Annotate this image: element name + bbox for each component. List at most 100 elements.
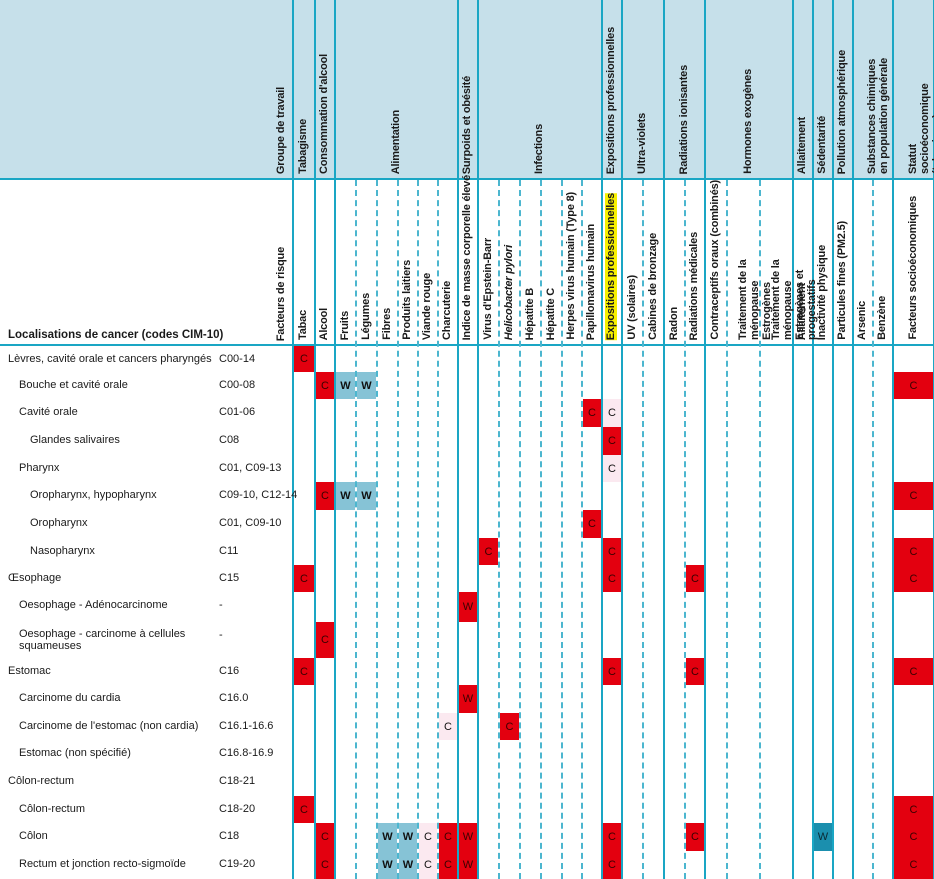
icd10-code: C00-08	[219, 379, 256, 391]
group-header-divider	[0, 178, 934, 180]
risk-cell: W	[459, 851, 477, 879]
factor-label: Charcuterie	[441, 281, 453, 340]
icd10-code: C16	[219, 665, 240, 677]
factor-label: Helicobacter pylori	[502, 244, 515, 340]
risk-cell: C	[686, 823, 704, 851]
cancer-location-label: Pharynx	[19, 462, 60, 474]
cancer-location-label: Oropharynx	[30, 517, 88, 529]
subcolumn-divider	[376, 180, 378, 879]
risk-cell: C	[603, 455, 621, 482]
risk-cell: C	[479, 538, 498, 565]
column-divider	[832, 0, 834, 879]
risk-cell: W	[459, 685, 477, 713]
group-label: Infections	[533, 124, 545, 174]
cancer-location-label: Oropharynx, hypopharynx	[30, 489, 157, 501]
risk-cell: C	[419, 851, 437, 879]
risk-cell: C	[583, 510, 601, 538]
risk-cell: W	[378, 851, 397, 879]
risk-cell: C	[603, 565, 621, 592]
subcolumn-divider	[437, 180, 439, 879]
column-divider	[663, 0, 665, 879]
factor-label: Indice de masse corporelle élevé	[461, 174, 473, 340]
risk-cell: C	[894, 372, 933, 399]
icd10-code: C19-20	[219, 858, 256, 870]
cancer-location-label: Estomac	[8, 665, 51, 677]
risk-cell: C	[603, 427, 621, 455]
column-divider	[852, 0, 854, 879]
risk-cell: C	[894, 565, 933, 592]
factor-label: Benzène	[876, 296, 888, 340]
icd10-code: C09-10, C12-14	[219, 489, 298, 501]
group-label: Sédentarité	[816, 116, 828, 174]
icd10-code: C16.8-16.9	[219, 747, 274, 759]
icd10-code: C01, C09-13	[219, 462, 282, 474]
risk-cell: W	[459, 823, 477, 851]
risk-cell: W	[336, 482, 355, 510]
factor-label: Cabines de bronzage	[646, 233, 659, 340]
risk-cell: C	[316, 851, 334, 879]
cancer-location-label: Nasopharynx	[30, 545, 95, 557]
risk-cell: C	[294, 346, 314, 372]
subcolumn-divider	[540, 180, 542, 879]
factor-label: Hépatite C	[544, 287, 557, 340]
factor-label: Traitement de la ménopause Estrogènes	[736, 259, 773, 340]
factor-label: Contraceptifs oraux (combinés)	[709, 180, 721, 340]
factor-label: Légumes	[359, 293, 372, 340]
group-label: Consommation d'alcool	[318, 53, 330, 174]
icd10-code: C01, C09-10	[219, 517, 282, 529]
factor-label: Traitement de la ménopause Estrogènes et…	[769, 259, 818, 340]
icd10-code: C18-21	[219, 775, 256, 787]
cancer-location-label: Glandes salivaires	[30, 434, 120, 446]
icd10-code: -	[219, 599, 223, 611]
subcolumn-divider	[519, 180, 521, 879]
group-label: Pollution atmosphérique	[836, 49, 848, 174]
highlighted-text: Expositions professionnelles	[605, 192, 617, 340]
icd10-code: C18	[219, 830, 240, 842]
subcolumn-divider	[397, 180, 399, 879]
factor-label: Radon	[667, 306, 680, 340]
group-label: Allaitement	[796, 116, 808, 174]
risk-cell: W	[399, 851, 417, 879]
risk-cell: C	[686, 658, 704, 685]
column-divider	[892, 0, 894, 879]
subcolumn-divider	[417, 180, 419, 879]
factor-label: Viande rouge	[421, 272, 433, 340]
risk-cell: C	[603, 823, 621, 851]
cancer-location-label: Oesophage - carcinome à cellules squameu…	[19, 628, 186, 652]
icd10-code: C08	[219, 434, 240, 446]
subcolumn-divider	[759, 180, 761, 879]
cancer-location-label: Côlon-rectum	[8, 775, 75, 787]
icd10-code: -	[219, 629, 223, 641]
column-divider	[457, 0, 459, 879]
risk-cell: C	[894, 823, 933, 851]
risk-cell: C	[500, 713, 519, 740]
risk-cell: C	[603, 851, 621, 879]
subcolumn-divider	[684, 180, 686, 879]
cancer-location-label: Œsophage	[8, 572, 62, 584]
risk-cell: C	[894, 796, 933, 823]
risk-cell: C	[603, 658, 621, 685]
subcolumn-divider	[561, 180, 563, 879]
risk-cell: C	[439, 851, 457, 879]
column-divider	[704, 0, 706, 879]
risk-cell: C	[439, 713, 457, 740]
factor-label: Arsenic	[856, 301, 868, 340]
factor-label: Particules fines (PM2.5)	[836, 221, 848, 340]
risk-cell: C	[894, 851, 933, 879]
icd10-code: C16.1-16.6	[219, 720, 274, 732]
group-label: Hormones exogènes	[742, 69, 754, 174]
subcolumn-divider	[355, 180, 357, 879]
group-label: Ultra-violets	[636, 113, 648, 174]
risk-cell: W	[459, 592, 477, 622]
cancer-location-label: Carcinome de l'estomac (non cardia)	[19, 720, 199, 732]
risk-cell: C	[894, 658, 933, 685]
risk-cell: C	[419, 823, 437, 851]
location-title: Localisations de cancer (codes CIM-10)	[8, 329, 224, 341]
group-label: Substances chimiques en population génér…	[866, 57, 890, 174]
group-label: Expositions professionnelles	[605, 26, 617, 174]
risk-cell: C	[316, 823, 334, 851]
column-divider	[477, 0, 479, 879]
risk-cell: C	[686, 565, 704, 592]
risk-cell: C	[894, 482, 933, 510]
